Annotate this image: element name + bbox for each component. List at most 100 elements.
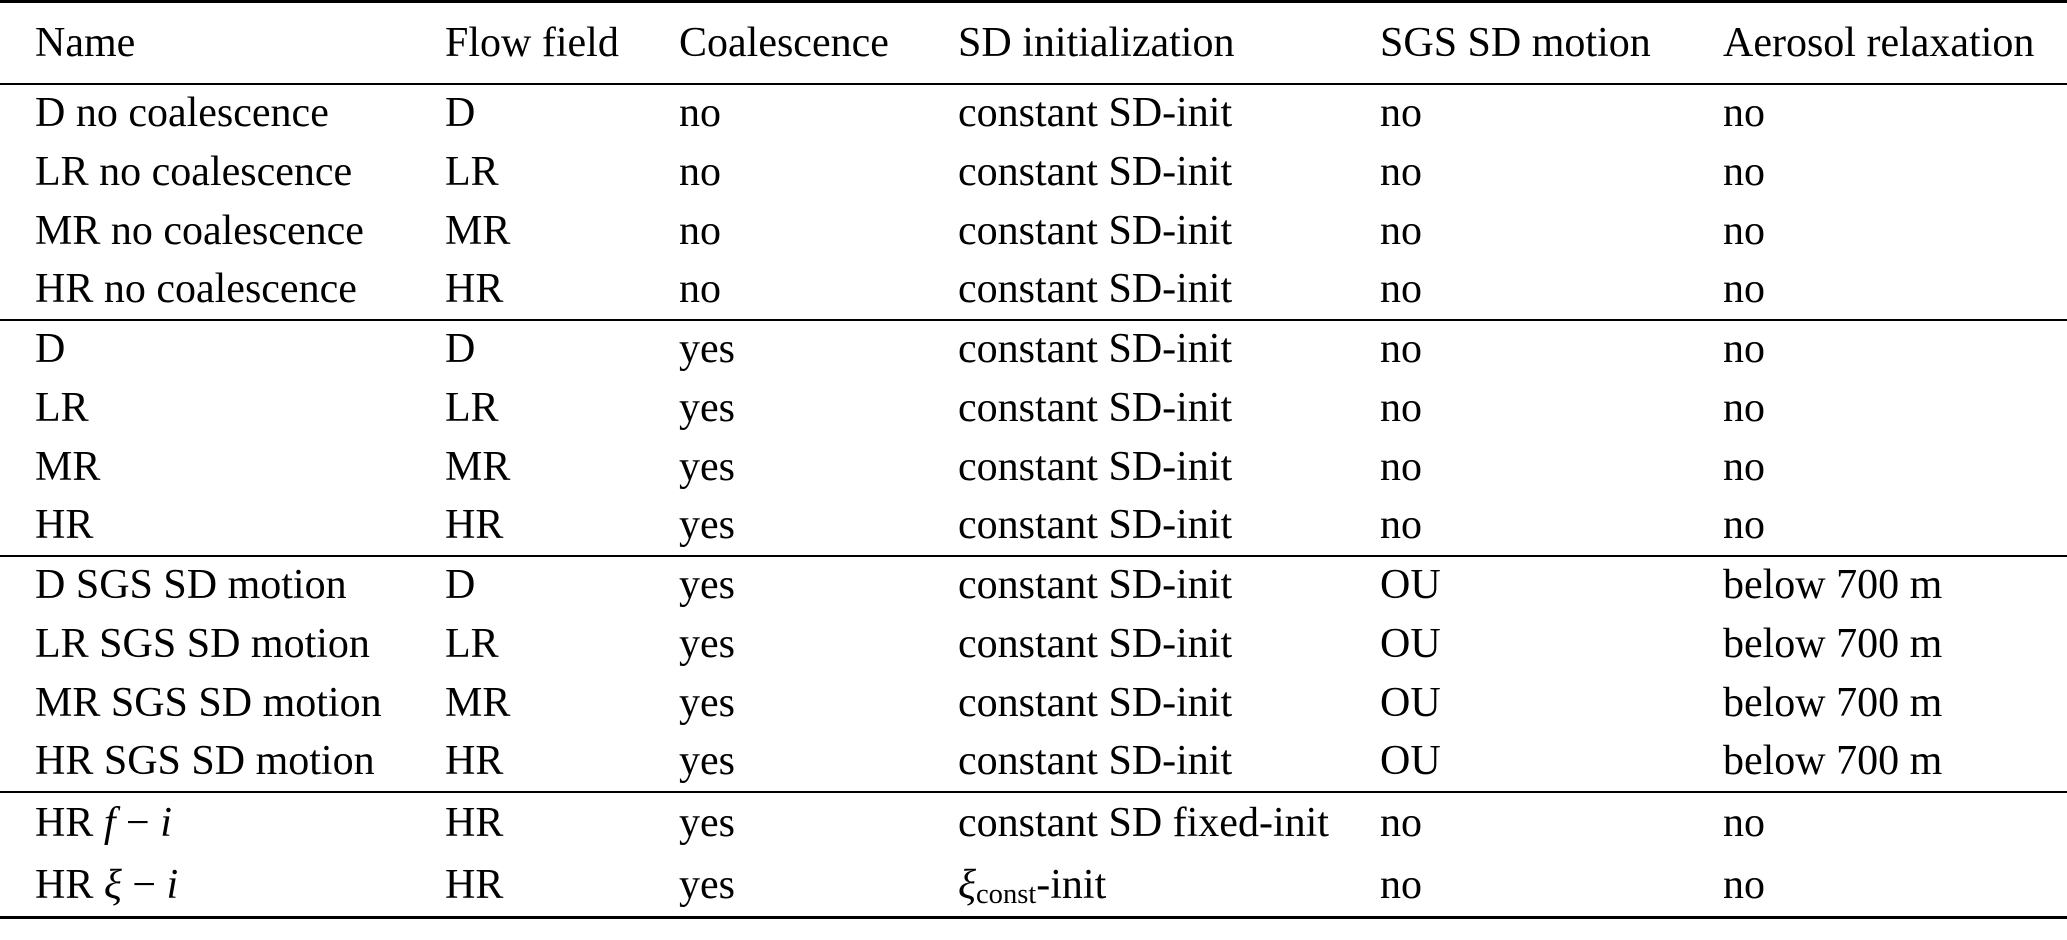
table-cell: LR [445, 148, 499, 195]
table-cell: no [1380, 862, 1422, 909]
table-cell: MR SGS SD motion [35, 679, 382, 726]
table-cell: D [445, 562, 476, 609]
table-cell: no [679, 90, 721, 137]
cell-text-segment: f [103, 800, 116, 847]
table-cell: MR [445, 679, 511, 726]
cell-text-segment: const [976, 879, 1037, 911]
table-cell: no [1380, 266, 1422, 313]
column-header: Flow field [445, 19, 619, 66]
column-header: Name [35, 19, 136, 66]
table-row: LR SGS SD motion LR yes constant SD-init OU b… [0, 615, 2067, 674]
table-cell: constant SD-init [958, 326, 1233, 373]
cell-text-segment: HR [35, 862, 104, 909]
table-cell: no [1723, 862, 1765, 909]
table-cell: HR no coalescence [35, 266, 357, 313]
table-cell: HR ξ − i [0, 855, 445, 918]
cell-text-segment: ξ [103, 862, 122, 909]
table-cell: HR [445, 862, 504, 909]
table-cell: no [1380, 443, 1422, 490]
table-cell: D no coalescence [35, 90, 329, 137]
table-cell: no [679, 207, 721, 254]
table-cell: no [1723, 326, 1765, 373]
table-row: HR ξ − i HR yes ξconst-init no no [0, 855, 2067, 918]
table-cell: no [1723, 148, 1765, 195]
cell-text-segment: -init [1036, 862, 1107, 909]
table-cell: no [679, 148, 721, 195]
table-cell: yes [679, 800, 735, 847]
table-cell: constant SD fixed-init [958, 800, 1329, 847]
table-cell: no [1380, 800, 1422, 847]
table-row: LR no coalescence LR no constant SD-init no n… [0, 143, 2067, 202]
table-cell: no [1380, 326, 1422, 373]
table-cell: below 700 m [1723, 679, 1943, 726]
table-cell: yes [679, 738, 735, 785]
column-header: Aerosol relaxation [1723, 19, 2035, 66]
table-cell: constant SD-init [958, 620, 1233, 667]
table-cell: MR no coalescence [35, 207, 364, 254]
cell-text-segment: − [121, 862, 167, 909]
table-cell: ξconst-init [958, 855, 1380, 918]
table-cell: HR [445, 800, 504, 847]
table-cell: LR no coalescence [35, 148, 353, 195]
table-cell: OU [1380, 620, 1441, 667]
table-cell: below 700 m [1723, 562, 1943, 609]
table-cell: HR [35, 502, 94, 549]
table-cell: LR [35, 384, 89, 431]
table-cell: constant SD-init [958, 384, 1233, 431]
table-cell: D SGS SD motion [35, 562, 347, 609]
table-cell: constant SD-init [958, 679, 1233, 726]
table-cell: OU [1380, 679, 1441, 726]
table-cell: LR [445, 384, 499, 431]
table-cell: constant SD-init [958, 443, 1233, 490]
table-cell: below 700 m [1723, 620, 1943, 667]
table-cell: constant SD-init [958, 266, 1233, 313]
table-header: Name Flow field Coalescence SD initializati… [0, 2, 2067, 84]
cell-text-segment: HR [35, 800, 104, 847]
column-header: Coalescence [679, 19, 889, 66]
simulation-runs-table: Name Flow field Coalescence SD initializati… [0, 0, 2067, 919]
table-cell: no [1380, 384, 1422, 431]
cell-text-segment: i [166, 862, 179, 909]
cell-text-segment: − [115, 800, 161, 847]
table-row: HR f − i HR yes constant SD fixed-init no no [0, 792, 2067, 855]
table-cell: MR [445, 207, 511, 254]
table-row: MR SGS SD motion MR yes constant SD-init OU b… [0, 674, 2067, 733]
table-row: HR no coalescence HR no constant SD-init no n… [0, 261, 2067, 320]
table-cell: no [1723, 90, 1765, 137]
table-cell: constant SD-init [958, 148, 1233, 195]
cell-text-segment: ξ [958, 862, 976, 909]
table-cell: no [679, 266, 721, 313]
table-cell: HR f − i [0, 792, 445, 855]
table-cell: LR SGS SD motion [35, 620, 370, 667]
table-cell: D [445, 326, 476, 373]
table-cell: below 700 m [1723, 738, 1943, 785]
table-row: MR MR yes constant SD-init no no [0, 438, 2067, 497]
table-cell: yes [679, 620, 735, 667]
table-cell: no [1723, 384, 1765, 431]
table-cell: D [35, 326, 66, 373]
header-row: Name Flow field Coalescence SD initializati… [0, 2, 2067, 84]
table-row: MR no coalescence MR no constant SD-init no n… [0, 202, 2067, 261]
table-cell: no [1723, 800, 1765, 847]
table-cell: constant SD-init [958, 207, 1233, 254]
table-row: HR SGS SD motion HR yes constant SD-init OU b… [0, 733, 2067, 792]
table-cell: no [1380, 502, 1422, 549]
table-cell: no [1723, 207, 1765, 254]
table-cell: HR SGS SD motion [35, 738, 375, 785]
table-cell: yes [679, 502, 735, 549]
table-cell: MR [35, 443, 101, 490]
table-row: LR LR yes constant SD-init no no [0, 379, 2067, 438]
table-cell: yes [679, 679, 735, 726]
table-cell: no [1380, 90, 1422, 137]
table-cell: constant SD-init [958, 738, 1233, 785]
table-cell: no [1723, 443, 1765, 490]
table-cell: HR [445, 266, 504, 313]
table-cell: no [1380, 148, 1422, 195]
table-cell: OU [1380, 738, 1441, 785]
table-cell: constant SD-init [958, 90, 1233, 137]
table-cell: D [445, 90, 476, 137]
cell-text-segment: i [160, 800, 172, 847]
